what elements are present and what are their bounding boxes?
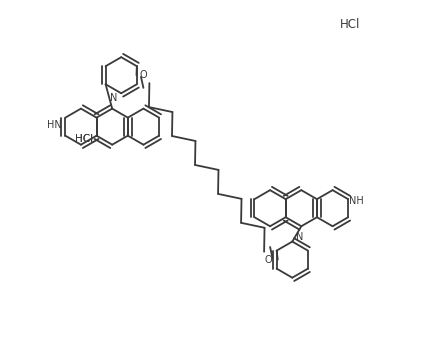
Text: HCl: HCl: [340, 18, 360, 31]
Text: N: N: [296, 232, 303, 243]
Text: N: N: [110, 93, 118, 103]
Text: O: O: [265, 255, 272, 265]
Text: O: O: [140, 70, 148, 80]
Text: HN: HN: [47, 120, 62, 130]
Text: HCl: HCl: [75, 134, 93, 144]
Text: HCl: HCl: [75, 134, 93, 144]
Text: NH: NH: [349, 196, 364, 206]
